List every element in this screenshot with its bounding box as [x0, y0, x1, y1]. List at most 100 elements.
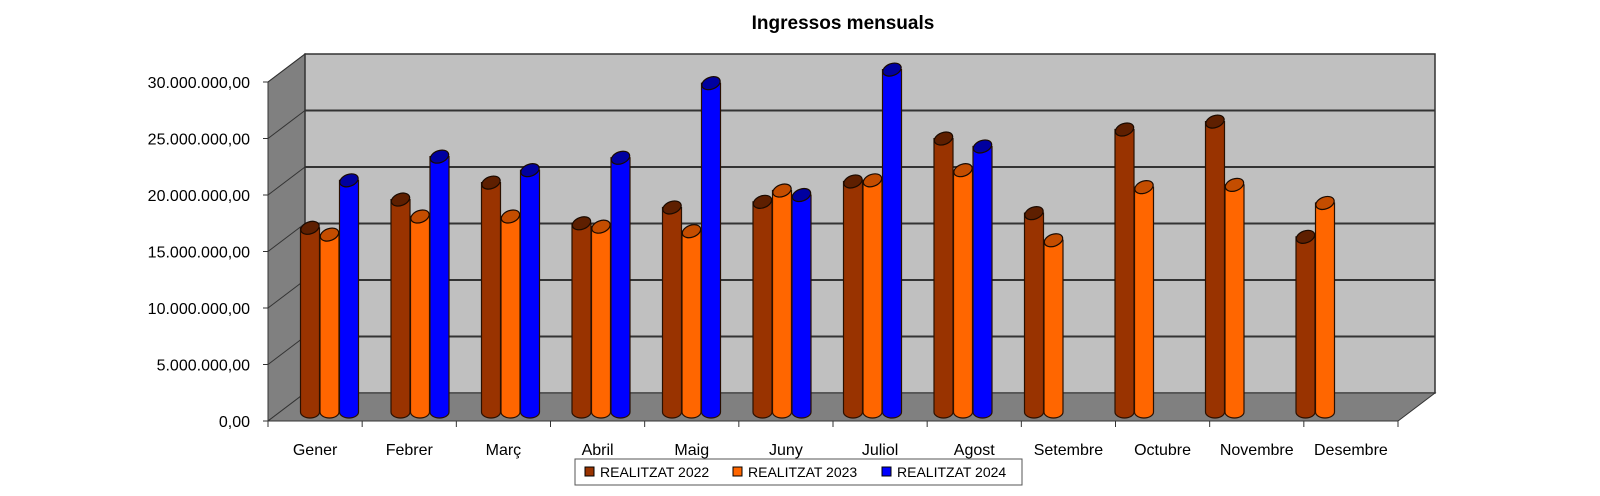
- bar: [500, 209, 521, 419]
- bar-top: [1295, 229, 1316, 244]
- bar-body: [610, 157, 631, 419]
- side-gridline: [267, 336, 306, 365]
- x-tick-label: Desembre: [1314, 442, 1388, 459]
- bar-body: [500, 215, 521, 419]
- bar-body: [1114, 128, 1135, 419]
- bar: [338, 173, 360, 419]
- bar-body: [299, 227, 321, 419]
- x-tick-label: Gener: [293, 442, 338, 459]
- bar: [409, 209, 431, 419]
- bar-body: [771, 189, 793, 419]
- x-tick-label: Octubre: [1134, 442, 1191, 459]
- x-tick-label: Juny: [769, 442, 803, 459]
- bar-top: [662, 200, 682, 215]
- bar-top: [1224, 177, 1245, 192]
- bar-top: [882, 62, 902, 77]
- bar: [1314, 195, 1336, 419]
- bar-top: [1024, 206, 1044, 221]
- bar-top: [481, 175, 501, 190]
- bar-body: [338, 179, 360, 419]
- legend-label: REALITZAT 2023: [748, 464, 857, 480]
- bar-top: [791, 187, 812, 203]
- bars: [299, 62, 1336, 419]
- bar-top: [843, 174, 863, 189]
- bar: [571, 216, 592, 419]
- bar-body: [519, 169, 541, 419]
- bar-top: [429, 149, 450, 164]
- y-tick-label: 25.000.000,00: [148, 132, 250, 149]
- bar-top: [752, 194, 773, 209]
- bar-top: [319, 227, 340, 242]
- x-tick-label: Juliol: [862, 442, 898, 459]
- bar-top: [1114, 122, 1135, 137]
- bar-body: [409, 215, 431, 419]
- bar: [590, 219, 612, 419]
- bar-body: [842, 180, 864, 419]
- bar-body: [429, 156, 450, 419]
- side-gridline: [267, 110, 306, 139]
- bar-body: [681, 230, 702, 419]
- bar-body: [1314, 202, 1336, 419]
- bar-top: [500, 209, 521, 224]
- bar-body: [480, 182, 502, 419]
- bar-top: [933, 131, 954, 146]
- x-tick-label: Setembre: [1034, 442, 1103, 459]
- side-gridline: [267, 166, 306, 196]
- y-axis: 0,00 5.000.000,00 10.000.000,00 15.000.000,…: [148, 75, 269, 431]
- bar-top: [390, 192, 411, 207]
- bar-body: [590, 226, 612, 419]
- bar-body: [390, 198, 411, 419]
- bar-top: [772, 183, 792, 198]
- x-tick-label: Maig: [674, 442, 709, 459]
- bar-body: [1224, 184, 1245, 419]
- bar-body: [1023, 212, 1045, 419]
- bar-top: [681, 224, 702, 239]
- y-tick-label: 0,00: [219, 414, 250, 431]
- y-tick-label: 20.000.000,00: [148, 188, 250, 205]
- y-tick-label: 30.000.000,00: [148, 75, 250, 92]
- bar-top: [571, 216, 592, 231]
- bar-body: [1133, 186, 1155, 419]
- bar-body: [862, 179, 883, 419]
- legend-swatch: [584, 466, 595, 477]
- bar-body: [972, 145, 993, 419]
- legend: REALITZAT 2022 REALITZAT 2023 REALITZAT 20…: [574, 458, 1023, 486]
- x-tick-label: Febrer: [386, 442, 434, 459]
- bar: [1023, 206, 1045, 419]
- bar: [299, 220, 321, 419]
- bar-top: [1315, 195, 1335, 211]
- x-tick-label: Novembre: [1220, 442, 1294, 459]
- bar: [842, 174, 864, 419]
- bar-top: [972, 139, 993, 154]
- bar-body: [661, 206, 683, 419]
- bar-body: [1204, 120, 1226, 419]
- side-gridline: [267, 223, 306, 252]
- side-gridline: [267, 279, 306, 309]
- bar-top: [1134, 180, 1154, 195]
- bar: [1133, 180, 1155, 419]
- bar-top: [591, 219, 611, 234]
- bar-top: [339, 173, 359, 188]
- bar-body: [1043, 239, 1064, 419]
- bar-body: [1295, 236, 1316, 419]
- bar: [429, 149, 450, 419]
- bar: [1043, 233, 1064, 419]
- legend-box: [574, 458, 1023, 486]
- x-tick-label: Agost: [954, 442, 995, 459]
- bar: [972, 139, 993, 419]
- bar-body: [881, 69, 903, 419]
- bar: [771, 183, 793, 419]
- y-tick-label: 10.000.000,00: [148, 301, 250, 318]
- bar: [881, 62, 903, 419]
- legend-label: REALITZAT 2024: [897, 464, 1006, 480]
- bar-body: [319, 233, 340, 419]
- y-tick-label: 5.000.000,00: [157, 358, 251, 375]
- bar: [480, 175, 502, 419]
- bar: [862, 173, 883, 419]
- bar: [1114, 122, 1135, 419]
- side-gridline: [267, 53, 306, 83]
- x-axis: Gener Febrer Març Abril Maig Juny Juliol Agost S…: [267, 420, 1399, 459]
- bar: [1295, 229, 1316, 419]
- bar: [610, 150, 631, 419]
